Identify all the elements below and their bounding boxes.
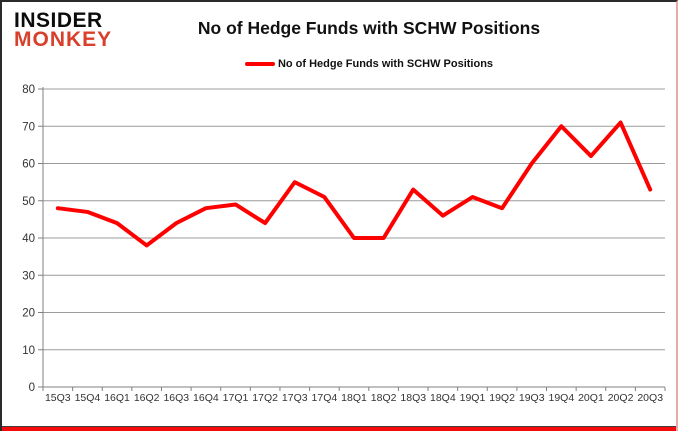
x-axis-label: 20Q3 bbox=[637, 392, 663, 404]
y-axis-label: 10 bbox=[22, 345, 35, 357]
x-axis-label: 16Q4 bbox=[193, 392, 219, 404]
x-axis-label: 17Q4 bbox=[312, 392, 338, 404]
x-axis-label: 19Q3 bbox=[519, 392, 545, 404]
x-axis-label: 19Q4 bbox=[548, 392, 574, 404]
x-axis-label: 18Q4 bbox=[430, 392, 456, 404]
x-axis-label: 19Q1 bbox=[460, 392, 486, 404]
x-axis-label: 16Q1 bbox=[104, 392, 130, 404]
x-axis-label: 17Q1 bbox=[223, 392, 249, 404]
x-axis-label: 17Q3 bbox=[282, 392, 308, 404]
x-axis-label: 20Q1 bbox=[578, 392, 604, 404]
y-axis-label: 0 bbox=[29, 382, 35, 394]
chart-title: No of Hedge Funds with SCHW Positions bbox=[197, 18, 541, 38]
y-axis-label: 60 bbox=[22, 159, 35, 171]
series-line bbox=[55, 120, 653, 248]
y-axis-label: 30 bbox=[22, 270, 35, 282]
logo-line-insider: INSIDER bbox=[14, 9, 103, 32]
y-axis-label: 50 bbox=[22, 196, 35, 208]
x-axis-label: 18Q3 bbox=[400, 392, 426, 404]
x-axis-label: 16Q2 bbox=[134, 392, 160, 404]
x-axis-label: 19Q2 bbox=[489, 392, 515, 404]
x-axis-label: 15Q3 bbox=[45, 392, 71, 404]
legend-line-swatch-icon bbox=[244, 62, 275, 66]
y-axis-label: 80 bbox=[22, 84, 35, 96]
chart-legend: No of Hedge Funds with SCHW Positions bbox=[2, 58, 676, 70]
x-axis-label: 16Q3 bbox=[163, 392, 189, 404]
x-axis-label: 18Q2 bbox=[371, 392, 397, 404]
x-axis-label: 15Q4 bbox=[75, 392, 101, 404]
legend-label: No of Hedge Funds with SCHW Positions bbox=[277, 58, 494, 70]
logo-line-monkey: MONKEY bbox=[14, 28, 113, 51]
y-axis-label: 70 bbox=[22, 121, 35, 133]
x-axis-label: 20Q2 bbox=[608, 392, 634, 404]
insider-monkey-logo: INSIDER MONKEY bbox=[14, 9, 113, 51]
x-axis-label: 18Q1 bbox=[341, 392, 367, 404]
y-axis-label: 20 bbox=[22, 308, 35, 320]
x-axis-label: 17Q2 bbox=[252, 392, 278, 404]
y-axis-label: 40 bbox=[22, 233, 35, 245]
